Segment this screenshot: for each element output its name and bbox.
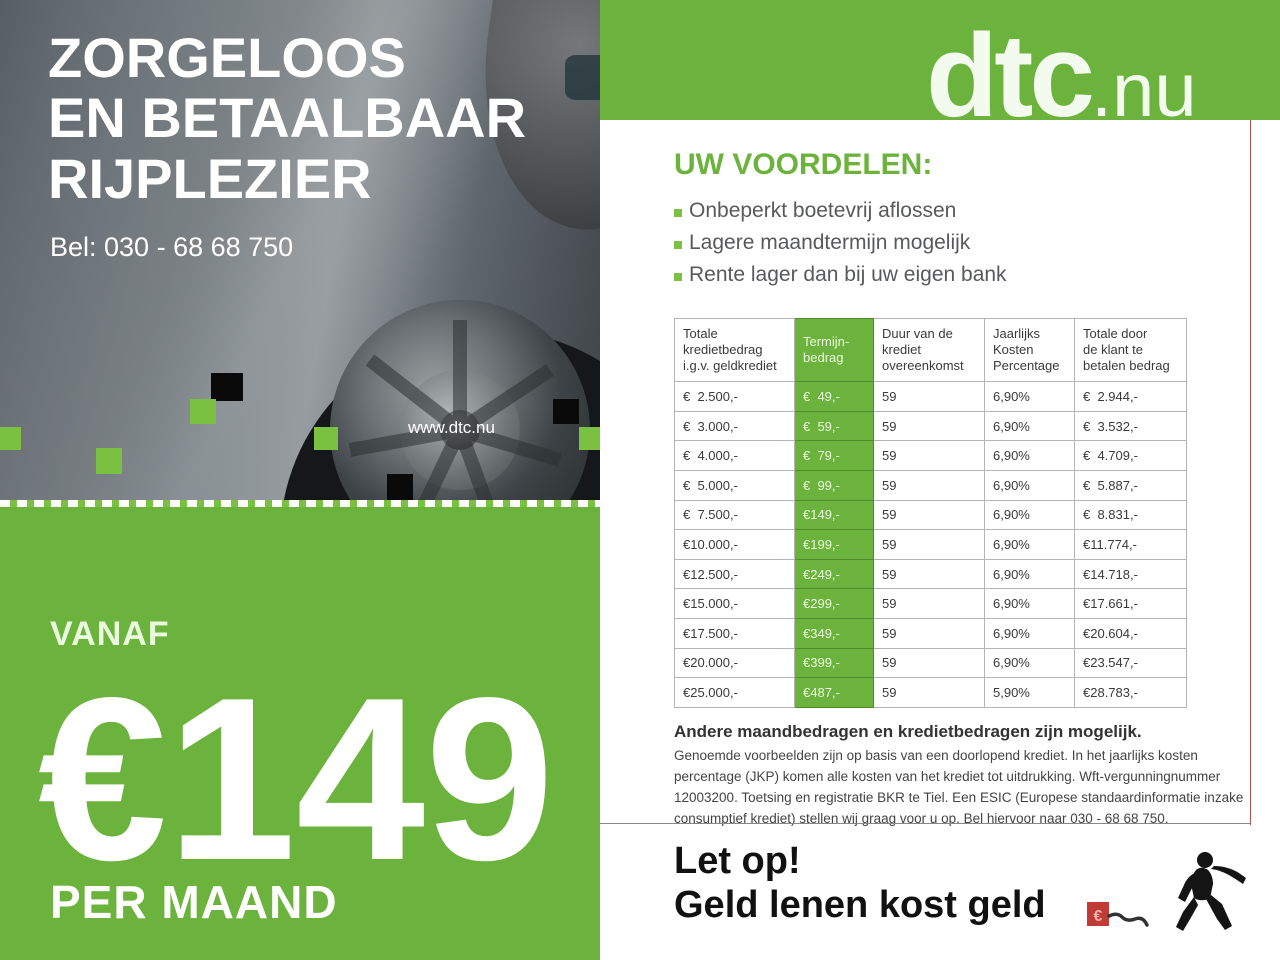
svg-text:€: € [1094,908,1103,925]
